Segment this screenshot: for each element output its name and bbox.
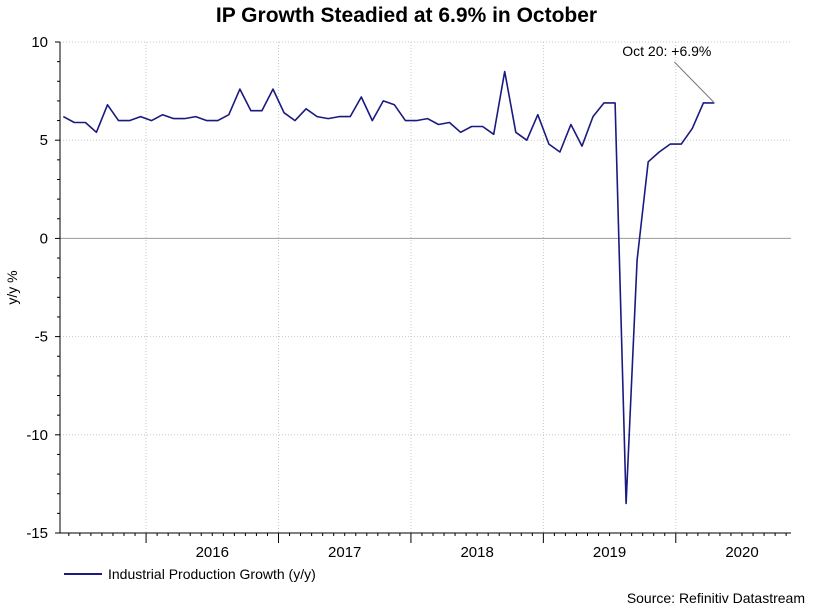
x-ticks: 2016 2017 2018 2019 2020 <box>68 533 787 561</box>
x-tick-label: 2019 <box>593 544 626 561</box>
annotation-label: Oct 20: +6.9% <box>622 43 711 59</box>
legend: Industrial Production Growth (y/y) <box>64 566 316 582</box>
x-tick-label: 2020 <box>725 544 758 561</box>
series-line-industrial-production <box>62 70 715 505</box>
axes <box>59 42 791 534</box>
chart-title: IP Growth Steadied at 6.9% in October <box>215 4 598 27</box>
source-note: Source: Refinitiv Datastream <box>626 590 805 606</box>
y-tick-label: -10 <box>26 427 48 444</box>
y-tick-label: -15 <box>26 525 48 542</box>
x-tick-label: 2017 <box>328 544 361 561</box>
legend-swatch <box>64 573 102 575</box>
y-tick-label: -5 <box>35 329 48 346</box>
x-tick-label: 2016 <box>196 544 229 561</box>
y-tick-label: 0 <box>40 230 48 247</box>
y-tick-label: 5 <box>40 132 48 149</box>
y-tick-label: 10 <box>31 34 48 51</box>
x-tick-label: 2018 <box>460 544 493 561</box>
gridlines <box>60 41 791 534</box>
y-ticks: 10 5 0 -5 -10 -15 <box>26 34 60 542</box>
annotation-leader <box>674 61 715 104</box>
y-axis-label: y/y % <box>4 270 20 304</box>
legend-label: Industrial Production Growth (y/y) <box>108 566 316 582</box>
